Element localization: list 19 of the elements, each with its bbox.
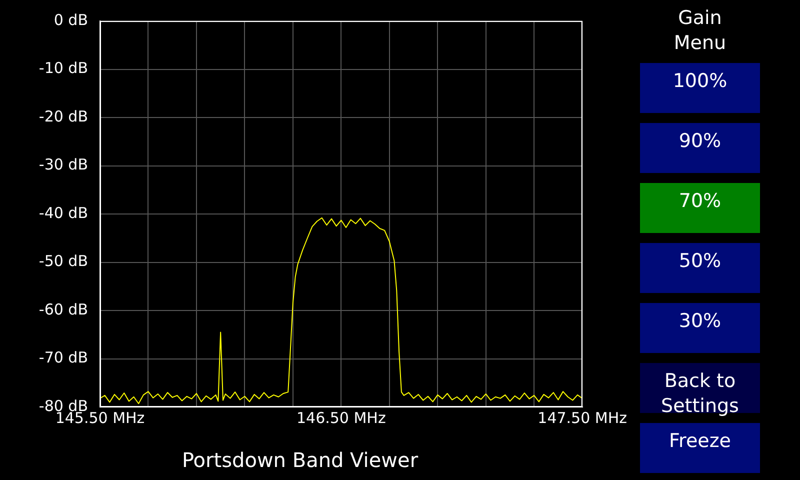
y-tick-label: -60 dB	[38, 300, 88, 318]
text: Portsdown Band Viewer	[182, 448, 419, 472]
y-tick-label: -10 dB	[38, 59, 88, 78]
text: 100%	[640, 63, 760, 113]
text: 30%	[640, 303, 760, 353]
text: Back to Settings	[660, 369, 740, 417]
x-tick-label: 147.50 MHz	[538, 408, 628, 427]
y-tick-label: -30 dB	[38, 156, 88, 174]
text: 50%	[640, 243, 760, 293]
text: Gain Menu	[672, 6, 728, 56]
text: 70%	[640, 183, 760, 233]
text: 90%	[640, 123, 760, 173]
y-tick-label: -40 dB	[38, 204, 88, 222]
y-tick-label: -70 dB	[38, 348, 88, 367]
y-tick-label: 0 dB	[54, 10, 88, 29]
y-tick-label: -50 dB	[38, 252, 88, 270]
y-tick-label: -20 dB	[38, 107, 88, 126]
x-tick-label: 146.50 MHz	[296, 408, 386, 427]
text: Freeze	[640, 423, 760, 473]
